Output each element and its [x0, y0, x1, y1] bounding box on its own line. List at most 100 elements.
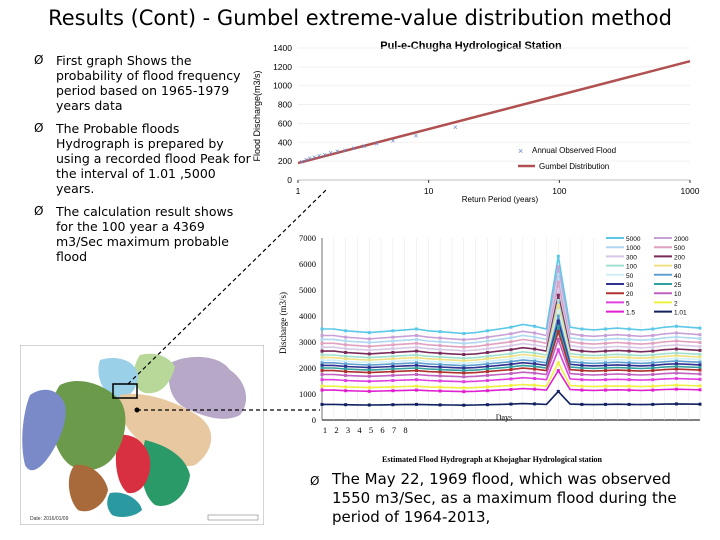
hydrograph-point	[415, 349, 418, 353]
hydrograph-point	[344, 335, 348, 339]
hydrograph-point	[604, 373, 607, 376]
hydrograph-point	[320, 402, 324, 406]
hydrograph-point	[627, 388, 631, 392]
hydrograph-point	[462, 369, 466, 373]
hydrograph-point	[604, 369, 607, 373]
hydrograph-point	[320, 345, 324, 349]
hydrograph-point	[580, 337, 584, 341]
hydrograph-point	[627, 356, 631, 360]
hydrograph-point	[674, 354, 678, 358]
hydrograph-point	[533, 335, 537, 339]
hydrograph-point	[604, 388, 607, 392]
hydrograph-point	[438, 379, 442, 383]
hydrograph-point	[651, 388, 655, 392]
hydrograph-point	[698, 372, 702, 376]
hydrograph-point	[698, 341, 702, 344]
hydrograph-point	[462, 341, 466, 345]
hydrograph-point	[674, 367, 678, 371]
hydrograph-point	[485, 385, 489, 389]
map-region-tan	[119, 393, 212, 467]
hydrograph-point	[674, 351, 678, 355]
hydrograph-point	[509, 388, 513, 391]
hydrograph-point	[580, 345, 584, 349]
observed-flood-point: ×	[300, 158, 305, 167]
chart2-x-tick-label: 3	[346, 425, 350, 435]
hydrograph-point	[627, 373, 631, 376]
hydrograph-point	[462, 371, 466, 375]
legend-label-25: 25	[674, 282, 682, 289]
chart2-y-tick-label: 6000	[299, 259, 316, 269]
hydrograph-point	[651, 384, 655, 388]
chart2-legend-box	[602, 232, 702, 320]
hydrograph-point	[674, 343, 678, 347]
hydrograph-point	[320, 334, 324, 337]
hydrograph-point	[438, 358, 442, 361]
hydrograph-point	[462, 356, 466, 360]
hydrograph-point	[485, 359, 489, 363]
hydrograph-point	[556, 324, 560, 328]
hydrograph-point	[438, 374, 442, 378]
chart2-y-tick-label: 5000	[299, 285, 316, 295]
hydrograph-point	[533, 347, 537, 351]
hydrograph-point	[485, 357, 489, 361]
hydrograph-point	[485, 389, 489, 393]
hydrograph-point	[485, 379, 489, 382]
hydrograph-point	[367, 358, 371, 362]
hydrograph-point	[485, 335, 489, 339]
hydrograph-point	[391, 347, 395, 351]
hydrograph-point	[651, 378, 655, 382]
hydrograph-point	[556, 288, 560, 292]
hydrograph-point	[698, 333, 702, 337]
hydrograph-point	[438, 355, 442, 359]
hydrograph-point	[698, 377, 702, 381]
hydrograph-point	[344, 357, 348, 361]
gumbel-distribution-line	[297, 59, 691, 165]
hydrograph-point	[391, 339, 395, 343]
chart2-x-tick-label: 4	[357, 425, 362, 435]
legend-label-100: 100	[626, 264, 637, 271]
hydrograph-point	[604, 366, 607, 370]
hydrograph-point	[698, 388, 702, 392]
hydrograph-point	[485, 367, 489, 371]
hydrograph-point	[367, 361, 371, 365]
hydrograph-point	[651, 349, 655, 353]
hydrograph-point	[415, 388, 418, 392]
hydrograph-point	[462, 403, 466, 407]
legend-observed-label: Annual Observed Flood	[532, 146, 616, 155]
hydrograph-point	[462, 338, 466, 342]
hydrograph-point	[485, 339, 489, 343]
hydrograph-point	[580, 353, 584, 357]
hydrograph-point	[462, 353, 466, 356]
hydrograph-point	[533, 356, 537, 360]
bullet-2-text: The Probable floods Hydrograph is prepar…	[56, 121, 251, 196]
hydrograph-point	[415, 353, 418, 357]
hydrograph-point	[367, 341, 371, 345]
hydrograph-point	[320, 384, 324, 388]
hydrograph-point	[651, 353, 655, 357]
chart2-y-tick-label: 1000	[299, 389, 316, 399]
chart1-y-tick-label: 1000	[273, 81, 292, 91]
hydrograph-point	[674, 402, 678, 406]
hydrograph-point	[533, 331, 537, 335]
hydrograph-point	[627, 337, 631, 341]
hydrograph-point	[344, 389, 348, 393]
chart1-x-tick-label: 10	[424, 186, 434, 196]
legend-label-5000: 5000	[626, 236, 641, 243]
hydrograph-point	[367, 363, 371, 367]
chart1-y-tick-label: 200	[278, 156, 292, 166]
hydrograph-point	[580, 366, 584, 370]
hydrograph-point	[320, 363, 324, 367]
legend-label-10: 10	[674, 291, 682, 298]
hydrograph-point	[604, 353, 607, 357]
observed-flood-point: ×	[335, 147, 340, 156]
hydrograph-point	[580, 341, 584, 345]
hydrograph-point	[462, 345, 466, 349]
hydrograph-point	[485, 354, 489, 358]
hydrograph-point	[344, 385, 348, 389]
bullet-arrow-icon: Ø	[310, 474, 320, 488]
hydrograph-point	[415, 337, 418, 341]
hydrograph-point	[438, 344, 442, 348]
hydrograph-point	[674, 364, 678, 368]
hydrograph-point	[580, 378, 584, 382]
hydrograph-point	[509, 340, 513, 344]
